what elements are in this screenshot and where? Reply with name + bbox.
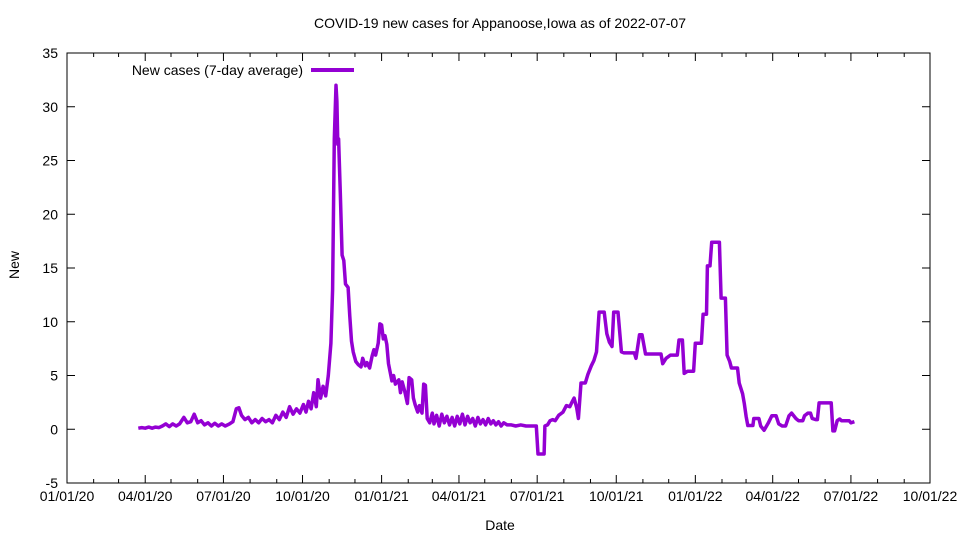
legend-label: New cases (7-day average) [131,62,303,78]
y-axis-title: New [6,250,22,280]
x-minor-ticks [93,53,905,483]
y-tick-label: 35 [42,45,58,61]
y-tick-label: 5 [50,368,58,384]
legend-line-sample [311,68,354,72]
y-tick-label: 10 [42,314,58,330]
y-tick-label: 15 [42,260,58,276]
chart-title: COVID-19 new cases for Appanoose,Iowa as… [314,15,686,31]
x-tick-label: 07/01/20 [196,488,251,504]
x-tick-label: 01/01/22 [668,488,723,504]
y-tick-label: 20 [42,206,58,222]
y-tick-label: 0 [50,421,58,437]
y-tick-label: -5 [46,475,59,491]
x-tick-label: 10/01/20 [275,488,330,504]
x-axis-title: Date [485,517,515,533]
plot-border [66,52,931,484]
new-cases-line [138,83,855,456]
x-tick-label: 04/01/20 [118,488,173,504]
x-tick-label: 04/01/22 [745,488,800,504]
x-tick-label: 04/01/21 [432,488,487,504]
y-axis-ticks: -5 0 5 10 15 20 25 30 35 [42,45,930,491]
x-tick-label: 10/01/22 [903,488,958,504]
x-tick-label: 07/01/22 [824,488,879,504]
x-tick-label: 07/01/21 [510,488,565,504]
x-tick-label: 01/01/21 [354,488,409,504]
y-tick-label: 30 [42,99,58,115]
y-tick-label: 25 [42,153,58,169]
x-axis-ticks: 01/01/20 04/01/20 07/01/20 10/01/20 01/01/21… [40,53,958,504]
x-tick-label: 10/01/21 [589,488,644,504]
x-tick-label: 01/01/20 [40,488,95,504]
